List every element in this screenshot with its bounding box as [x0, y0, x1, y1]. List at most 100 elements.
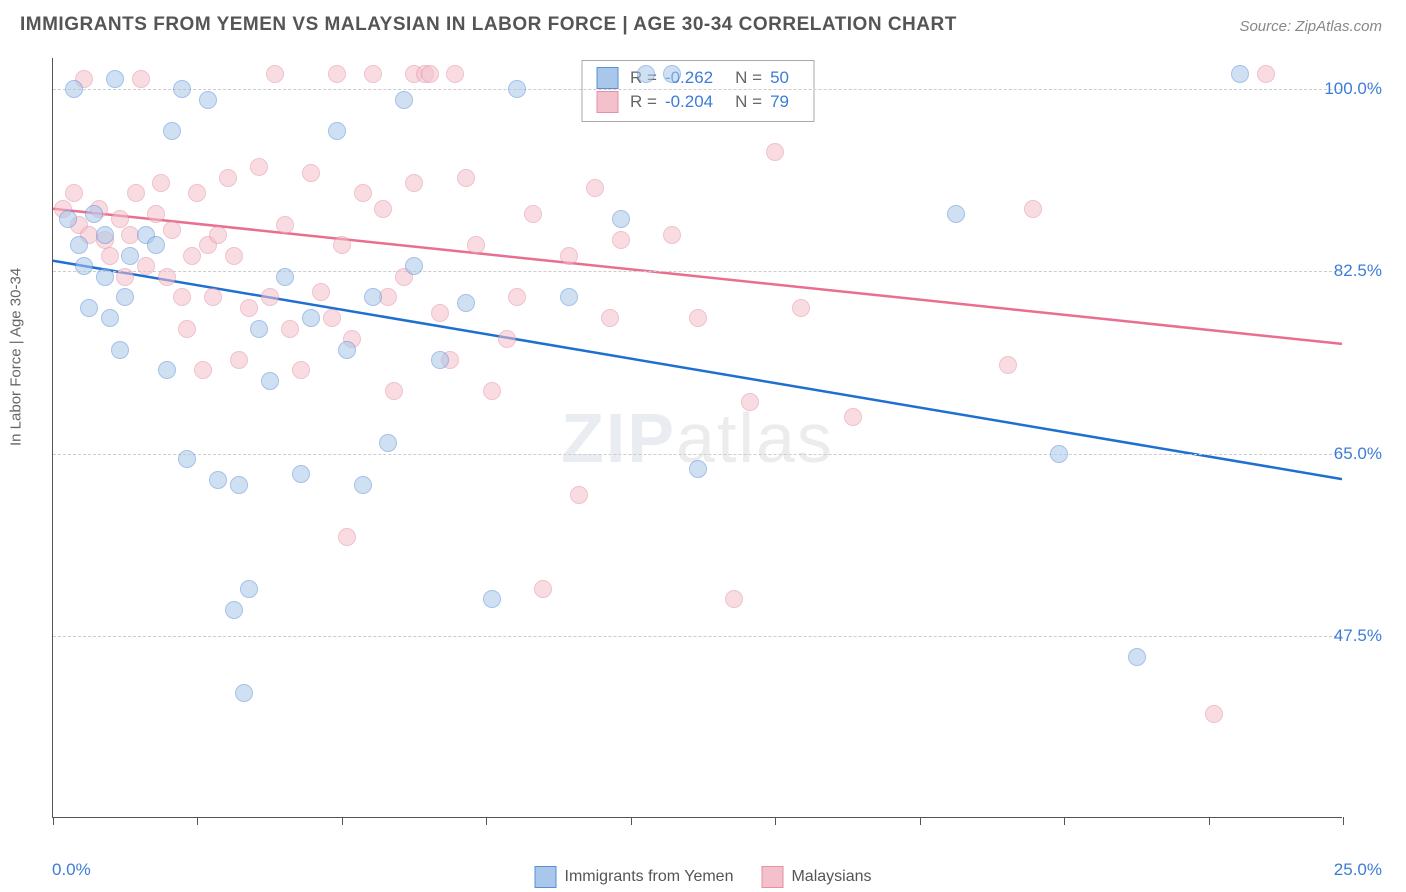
data-point — [446, 65, 464, 83]
data-point — [1231, 65, 1249, 83]
data-point — [70, 236, 88, 254]
data-point — [225, 601, 243, 619]
data-point — [163, 122, 181, 140]
data-point — [225, 247, 243, 265]
data-point — [158, 268, 176, 286]
data-point — [560, 247, 578, 265]
data-point — [379, 434, 397, 452]
data-point — [209, 226, 227, 244]
data-point — [663, 65, 681, 83]
data-point — [354, 184, 372, 202]
data-point — [457, 169, 475, 187]
data-point — [199, 91, 217, 109]
data-point — [725, 590, 743, 608]
data-point — [364, 288, 382, 306]
x-tick — [197, 817, 198, 825]
data-point — [261, 372, 279, 390]
data-point — [183, 247, 201, 265]
y-tick-label: 47.5% — [1334, 626, 1382, 646]
data-point — [96, 268, 114, 286]
data-point — [219, 169, 237, 187]
data-point — [586, 179, 604, 197]
x-tick — [342, 817, 343, 825]
chart-title: IMMIGRANTS FROM YEMEN VS MALAYSIAN IN LA… — [20, 14, 957, 36]
data-point — [111, 341, 129, 359]
n-label-0: N = — [735, 68, 762, 88]
stats-legend-row-0: R = -0.262 N = 50 — [596, 67, 799, 89]
x-axis-min-label: 0.0% — [52, 860, 91, 880]
stats-legend-row-1: R = -0.204 N = 79 — [596, 91, 799, 113]
x-tick — [53, 817, 54, 825]
data-point — [101, 309, 119, 327]
bottom-legend-label-1: Malaysians — [791, 868, 871, 886]
data-point — [1257, 65, 1275, 83]
data-point — [85, 205, 103, 223]
data-point — [689, 309, 707, 327]
data-point — [147, 205, 165, 223]
data-point — [75, 257, 93, 275]
legend-swatch-malaysian — [596, 91, 618, 113]
data-point — [276, 268, 294, 286]
data-point — [431, 304, 449, 322]
data-point — [158, 361, 176, 379]
y-tick-label: 82.5% — [1334, 261, 1382, 281]
data-point — [947, 205, 965, 223]
data-point — [467, 236, 485, 254]
data-point — [250, 158, 268, 176]
data-point — [637, 65, 655, 83]
data-point — [570, 486, 588, 504]
bottom-legend-label-0: Immigrants from Yemen — [565, 868, 734, 886]
data-point — [483, 590, 501, 608]
data-point — [766, 143, 784, 161]
data-point — [59, 210, 77, 228]
bottom-legend: Immigrants from Yemen Malaysians — [535, 866, 872, 888]
data-point — [261, 288, 279, 306]
data-point — [209, 471, 227, 489]
data-point — [80, 299, 98, 317]
watermark-zip: ZIP — [561, 399, 676, 477]
data-point — [240, 580, 258, 598]
y-tick-label: 100.0% — [1324, 79, 1382, 99]
x-tick — [920, 817, 921, 825]
data-point — [230, 351, 248, 369]
n-value-1: 79 — [770, 92, 789, 112]
source-attribution: Source: ZipAtlas.com — [1239, 18, 1382, 35]
data-point — [999, 356, 1017, 374]
data-point — [121, 247, 139, 265]
data-point — [328, 122, 346, 140]
data-point — [152, 174, 170, 192]
data-point — [374, 200, 392, 218]
data-point — [421, 65, 439, 83]
data-point — [163, 221, 181, 239]
data-point — [333, 236, 351, 254]
data-point — [323, 309, 341, 327]
data-point — [235, 684, 253, 702]
x-axis-max-label: 25.0% — [1334, 860, 1382, 880]
y-axis-label: In Labor Force | Age 30-34 — [8, 268, 25, 446]
data-point — [1050, 445, 1068, 463]
data-point — [405, 174, 423, 192]
stats-legend: R = -0.262 N = 50 R = -0.204 N = 79 — [581, 60, 814, 122]
data-point — [1205, 705, 1223, 723]
data-point — [508, 288, 526, 306]
data-point — [508, 80, 526, 98]
plot-area: ZIPatlas R = -0.262 N = 50 R = -0.204 N … — [52, 58, 1342, 818]
data-point — [116, 288, 134, 306]
y-tick-label: 65.0% — [1334, 444, 1382, 464]
x-tick — [1343, 817, 1344, 825]
x-tick — [631, 817, 632, 825]
correlation-chart: IMMIGRANTS FROM YEMEN VS MALAYSIAN IN LA… — [0, 0, 1406, 892]
data-point — [101, 247, 119, 265]
data-point — [483, 382, 501, 400]
data-point — [188, 184, 206, 202]
r-value-1: -0.204 — [665, 92, 713, 112]
gridline — [53, 454, 1342, 455]
data-point — [612, 231, 630, 249]
data-point — [96, 226, 114, 244]
r-label-1: R = — [630, 92, 657, 112]
data-point — [601, 309, 619, 327]
data-point — [385, 382, 403, 400]
data-point — [302, 309, 320, 327]
x-tick — [1064, 817, 1065, 825]
data-point — [612, 210, 630, 228]
